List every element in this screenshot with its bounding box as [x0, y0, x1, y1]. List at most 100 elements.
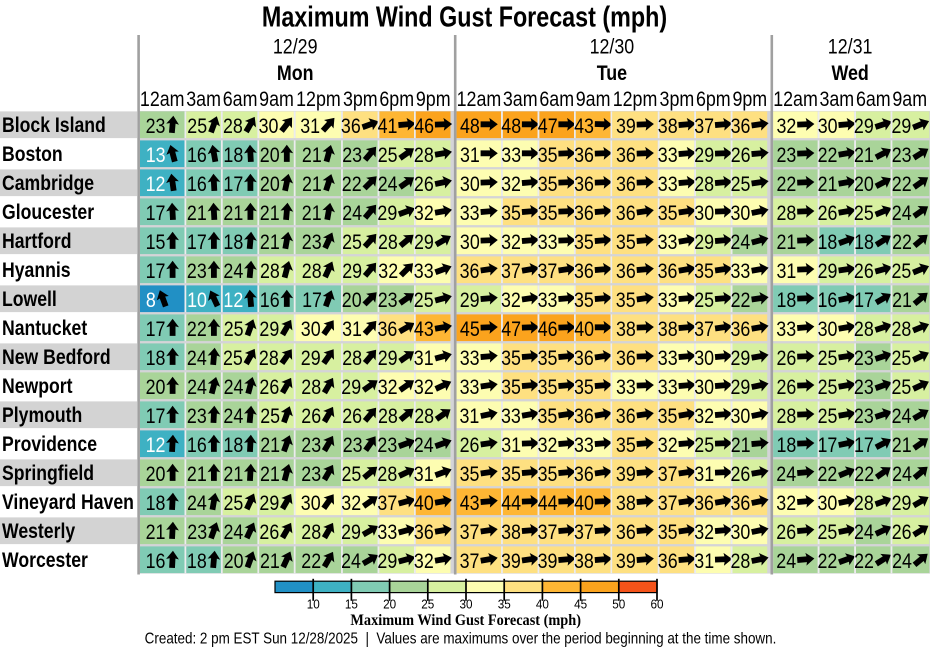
svg-text:32: 32	[538, 434, 558, 458]
svg-text:37: 37	[694, 115, 714, 139]
svg-text:26: 26	[854, 260, 874, 284]
svg-text:33: 33	[658, 144, 678, 168]
svg-text:35: 35	[574, 376, 594, 400]
svg-text:17: 17	[854, 289, 874, 313]
svg-text:28: 28	[342, 347, 362, 371]
svg-text:28: 28	[301, 376, 321, 400]
svg-text:21: 21	[223, 463, 243, 487]
svg-text:24: 24	[224, 521, 244, 545]
svg-text:24: 24	[730, 231, 750, 255]
svg-text:Plymouth: Plymouth	[2, 404, 82, 428]
svg-text:35: 35	[538, 405, 558, 429]
svg-text:32: 32	[414, 376, 434, 400]
svg-text:Nantucket: Nantucket	[2, 317, 88, 341]
svg-text:12am: 12am	[140, 88, 185, 112]
svg-text:36: 36	[616, 260, 636, 284]
svg-text:24: 24	[854, 521, 874, 545]
svg-text:36: 36	[694, 492, 714, 516]
svg-text:20: 20	[383, 597, 396, 612]
svg-text:32: 32	[658, 434, 678, 458]
svg-text:48: 48	[501, 115, 521, 139]
svg-text:16: 16	[146, 550, 166, 574]
svg-text:6pm: 6pm	[696, 88, 731, 112]
svg-text:35: 35	[538, 376, 558, 400]
svg-text:26: 26	[259, 521, 279, 545]
svg-text:35: 35	[658, 405, 678, 429]
svg-text:30: 30	[731, 521, 751, 545]
svg-text:21: 21	[260, 202, 280, 226]
svg-text:25: 25	[260, 405, 280, 429]
svg-text:21: 21	[260, 231, 280, 255]
svg-text:29: 29	[259, 492, 279, 516]
svg-text:29: 29	[460, 289, 480, 313]
svg-text:47: 47	[501, 318, 521, 342]
svg-text:26: 26	[731, 463, 751, 487]
svg-text:46: 46	[538, 318, 558, 342]
svg-text:31: 31	[414, 463, 434, 487]
svg-text:29: 29	[341, 521, 361, 545]
svg-text:12: 12	[146, 434, 166, 458]
svg-text:Gloucester: Gloucester	[2, 201, 94, 225]
svg-text:31: 31	[777, 260, 797, 284]
svg-text:10: 10	[187, 289, 207, 313]
svg-text:28: 28	[892, 318, 912, 342]
svg-text:32: 32	[378, 376, 398, 400]
svg-text:Maximum Wind Gust Forecast (mp: Maximum Wind Gust Forecast (mph)	[262, 0, 667, 33]
svg-text:45: 45	[460, 318, 480, 342]
svg-text:25: 25	[818, 376, 838, 400]
svg-text:28: 28	[854, 492, 874, 516]
svg-text:20: 20	[224, 550, 244, 574]
svg-text:15: 15	[345, 597, 358, 612]
svg-text:Cambridge: Cambridge	[2, 172, 94, 196]
svg-text:31: 31	[342, 318, 362, 342]
svg-text:17: 17	[187, 231, 207, 255]
svg-text:25: 25	[421, 597, 434, 612]
svg-text:26: 26	[777, 347, 797, 371]
svg-text:35: 35	[538, 347, 558, 371]
svg-text:9am: 9am	[892, 88, 927, 112]
svg-text:28: 28	[731, 550, 751, 574]
svg-text:8: 8	[146, 289, 156, 313]
svg-text:39: 39	[538, 550, 558, 574]
svg-text:33: 33	[501, 405, 521, 429]
svg-text:25: 25	[224, 492, 244, 516]
svg-text:20: 20	[260, 144, 280, 168]
svg-text:36: 36	[341, 115, 361, 139]
svg-text:28: 28	[377, 463, 397, 487]
svg-text:Created: 2 pm EST Sun 12/28/20: Created: 2 pm EST Sun 12/28/2025 | Value…	[145, 631, 777, 648]
svg-text:28: 28	[259, 347, 279, 371]
svg-text:29: 29	[694, 231, 714, 255]
svg-text:30: 30	[301, 318, 321, 342]
svg-text:32: 32	[694, 405, 714, 429]
svg-text:40: 40	[574, 318, 594, 342]
svg-text:Westerly: Westerly	[2, 520, 75, 544]
svg-text:33: 33	[538, 231, 558, 255]
svg-text:35: 35	[460, 463, 480, 487]
svg-text:25: 25	[342, 463, 362, 487]
svg-text:33: 33	[574, 434, 594, 458]
svg-text:37: 37	[658, 492, 678, 516]
svg-text:32: 32	[501, 289, 521, 313]
svg-text:29: 29	[301, 347, 321, 371]
svg-text:3am: 3am	[819, 88, 854, 112]
svg-text:New Bedford: New Bedford	[2, 346, 111, 370]
svg-text:23: 23	[301, 463, 321, 487]
svg-text:Wed: Wed	[831, 62, 868, 86]
svg-text:29: 29	[414, 231, 434, 255]
svg-text:36: 36	[574, 173, 594, 197]
svg-text:21: 21	[187, 202, 207, 226]
svg-text:32: 32	[341, 492, 361, 516]
svg-text:21: 21	[777, 231, 797, 255]
svg-text:21: 21	[818, 173, 838, 197]
svg-text:26: 26	[342, 405, 362, 429]
svg-text:21: 21	[146, 521, 166, 545]
svg-text:23: 23	[146, 115, 166, 139]
svg-text:33: 33	[658, 347, 678, 371]
svg-text:33: 33	[377, 521, 397, 545]
svg-text:30: 30	[460, 231, 480, 255]
svg-text:35: 35	[658, 521, 678, 545]
svg-text:18: 18	[777, 434, 797, 458]
svg-text:28: 28	[378, 231, 398, 255]
svg-text:43: 43	[414, 318, 434, 342]
svg-text:35: 35	[501, 347, 521, 371]
